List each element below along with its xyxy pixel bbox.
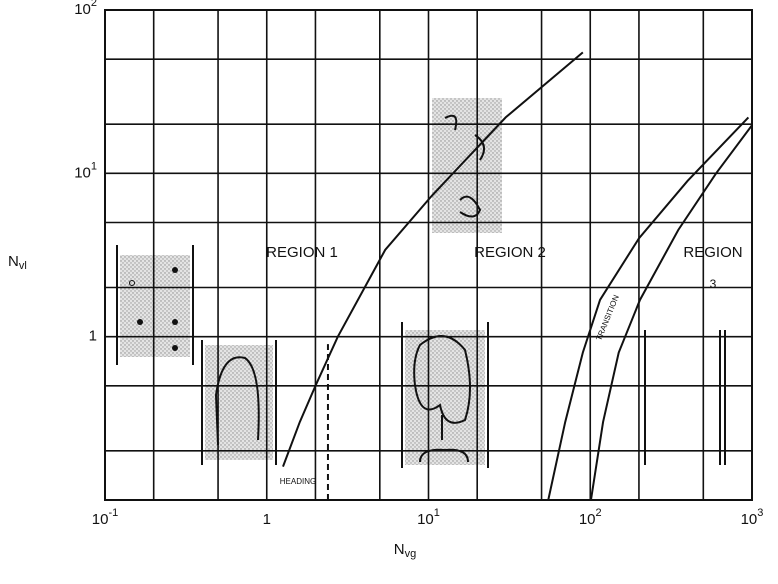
tick-label: 1 <box>263 511 271 528</box>
tick-label-exp: 2 <box>596 507 602 519</box>
illustrations <box>117 98 725 468</box>
region-label: REGION 1 <box>266 244 338 261</box>
tick-label: 102 <box>579 507 602 528</box>
region-label: REGION <box>683 244 742 261</box>
tick-label: 1 <box>89 328 97 345</box>
y-label-sub: vl <box>19 260 27 272</box>
transition-label: TRANSITION <box>594 294 621 342</box>
tick-label-base: 10 <box>741 511 758 528</box>
tick-label-exp: 3 <box>757 507 763 519</box>
tick-label: 101 <box>417 507 440 528</box>
tick-label-exp: 1 <box>91 160 97 172</box>
curve <box>591 125 752 500</box>
x-axis-label: Nvg <box>394 541 416 560</box>
tick-label: 103 <box>741 507 764 528</box>
tick-label-base: 10 <box>417 511 434 528</box>
region-label: 3 <box>710 277 717 291</box>
tick-label-base: 10 <box>579 511 596 528</box>
curve <box>548 117 748 500</box>
tick-label: 101 <box>74 160 97 181</box>
tick-label-exp: 1 <box>434 507 440 519</box>
tick-label-base: 10 <box>74 164 91 181</box>
heading-label: HEADING <box>280 477 316 486</box>
tick-label-base: 10 <box>74 1 91 18</box>
tick-label: 102 <box>74 0 97 18</box>
y-label-base: N <box>8 253 19 270</box>
region-label: REGION 2 <box>474 244 546 261</box>
tick-label-exp: 2 <box>91 0 97 9</box>
tick-label-exp: -1 <box>108 507 118 519</box>
y-axis-label: Nvl <box>8 253 27 272</box>
x-label-sub: vg <box>405 548 417 560</box>
chart: 10-111011021031101102 REGION 1 REGION 2 … <box>0 0 778 579</box>
tick-label: 10-1 <box>92 507 118 528</box>
tick-label-base: 10 <box>92 511 109 528</box>
x-label-base: N <box>394 541 405 558</box>
